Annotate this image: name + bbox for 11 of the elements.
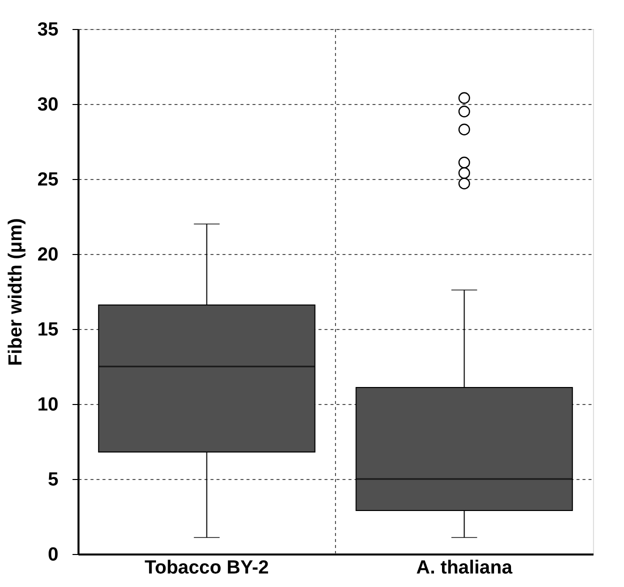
- x-tick-label: A. thaliana: [416, 558, 513, 578]
- y-tick-label: 10: [37, 394, 58, 416]
- y-tick-label: 15: [37, 320, 59, 340]
- y-tick-label: 0: [48, 544, 58, 566]
- y-tick-label: 35: [37, 20, 59, 40]
- y-tick-label: 5: [48, 470, 59, 490]
- y-tick-label: 30: [37, 94, 58, 116]
- x-tick-label: Tobacco BY-2: [144, 558, 269, 578]
- y-axis-title: Fiber width (μm): [5, 218, 26, 366]
- y-tick-label: 20: [37, 244, 58, 266]
- y-tick-label: 25: [37, 170, 59, 190]
